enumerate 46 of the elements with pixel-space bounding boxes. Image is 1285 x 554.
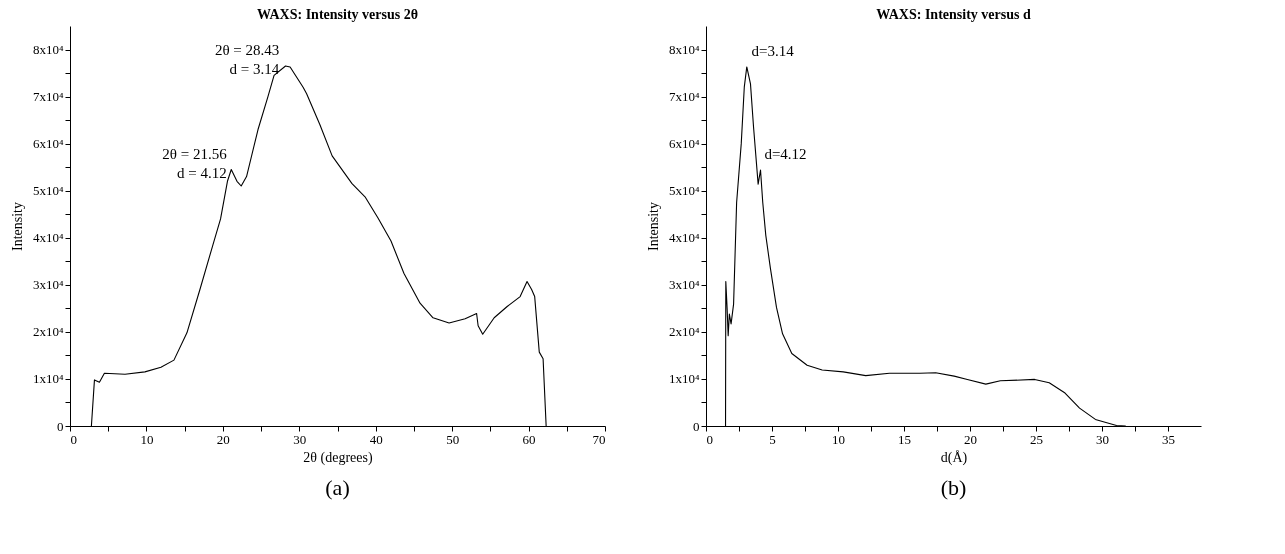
x-tick-label: 30: [1096, 431, 1109, 447]
y-tick-label: 8x10⁴: [668, 42, 700, 58]
y-tick-label: 8x10⁴: [32, 42, 64, 58]
y-tick-label: 2x10⁴: [668, 324, 700, 340]
annotation: d=4.12: [764, 146, 807, 162]
y-axis-title: Intensity: [645, 202, 661, 251]
y-tick-label: 2x10⁴: [32, 324, 64, 340]
y-tick-label: 5x10⁴: [32, 183, 64, 199]
annotation: d=3.14: [751, 42, 795, 59]
x-axis-title: 2θ (degrees): [303, 449, 373, 466]
x-tick-label: 20: [964, 431, 977, 447]
annotation: 2θ = 28.43 d = 3.14: [214, 42, 280, 77]
x-tick-label: 0: [706, 431, 713, 447]
chart-title: WAXS: Intensity versus d: [876, 7, 1031, 22]
x-tick-label: 50: [446, 431, 460, 447]
y-tick-label: 4x10⁴: [668, 230, 700, 246]
text: (b): [940, 475, 967, 500]
chart-title: WAXS: Intensity versus 2θ: [257, 7, 418, 22]
x-tick-label: 70: [592, 431, 606, 447]
y-tick-label: 1x10⁴: [32, 371, 64, 387]
y-tick-label: 7x10⁴: [32, 89, 64, 105]
annotation: 2θ = 21.56 d = 4.12: [162, 145, 228, 181]
y-tick-label: 6x10⁴: [668, 136, 700, 152]
x-tick-label: 40: [369, 431, 383, 447]
x-tick-label: 0: [70, 431, 77, 447]
x-tick-label: 5: [769, 431, 776, 447]
x-tick-label: 10: [832, 431, 845, 447]
x-tick-label: 30: [293, 431, 307, 447]
y-tick-label: 0: [693, 418, 700, 434]
x-tick-label: 60: [522, 431, 536, 447]
x-tick-label: 15: [898, 431, 911, 447]
y-tick-label: 7x10⁴: [668, 89, 700, 105]
x-tick-label: 20: [216, 431, 230, 447]
y-tick-label: 5x10⁴: [668, 183, 700, 199]
text: (a): [325, 475, 350, 500]
x-tick-label: 10: [140, 431, 154, 447]
y-tick-label: 4x10⁴: [32, 230, 64, 246]
y-tick-label: 6x10⁴: [32, 136, 64, 152]
x-tick-label: 35: [1162, 431, 1175, 447]
y-axis-title: Intensity: [9, 202, 25, 251]
x-tick-label: 25: [1030, 431, 1043, 447]
y-tick-label: 3x10⁴: [668, 277, 700, 293]
y-tick-label: 1x10⁴: [668, 371, 700, 387]
y-tick-label: 3x10⁴: [32, 277, 64, 293]
x-axis-title: d(Å): [940, 449, 968, 466]
y-tick-label: 0: [57, 418, 64, 434]
